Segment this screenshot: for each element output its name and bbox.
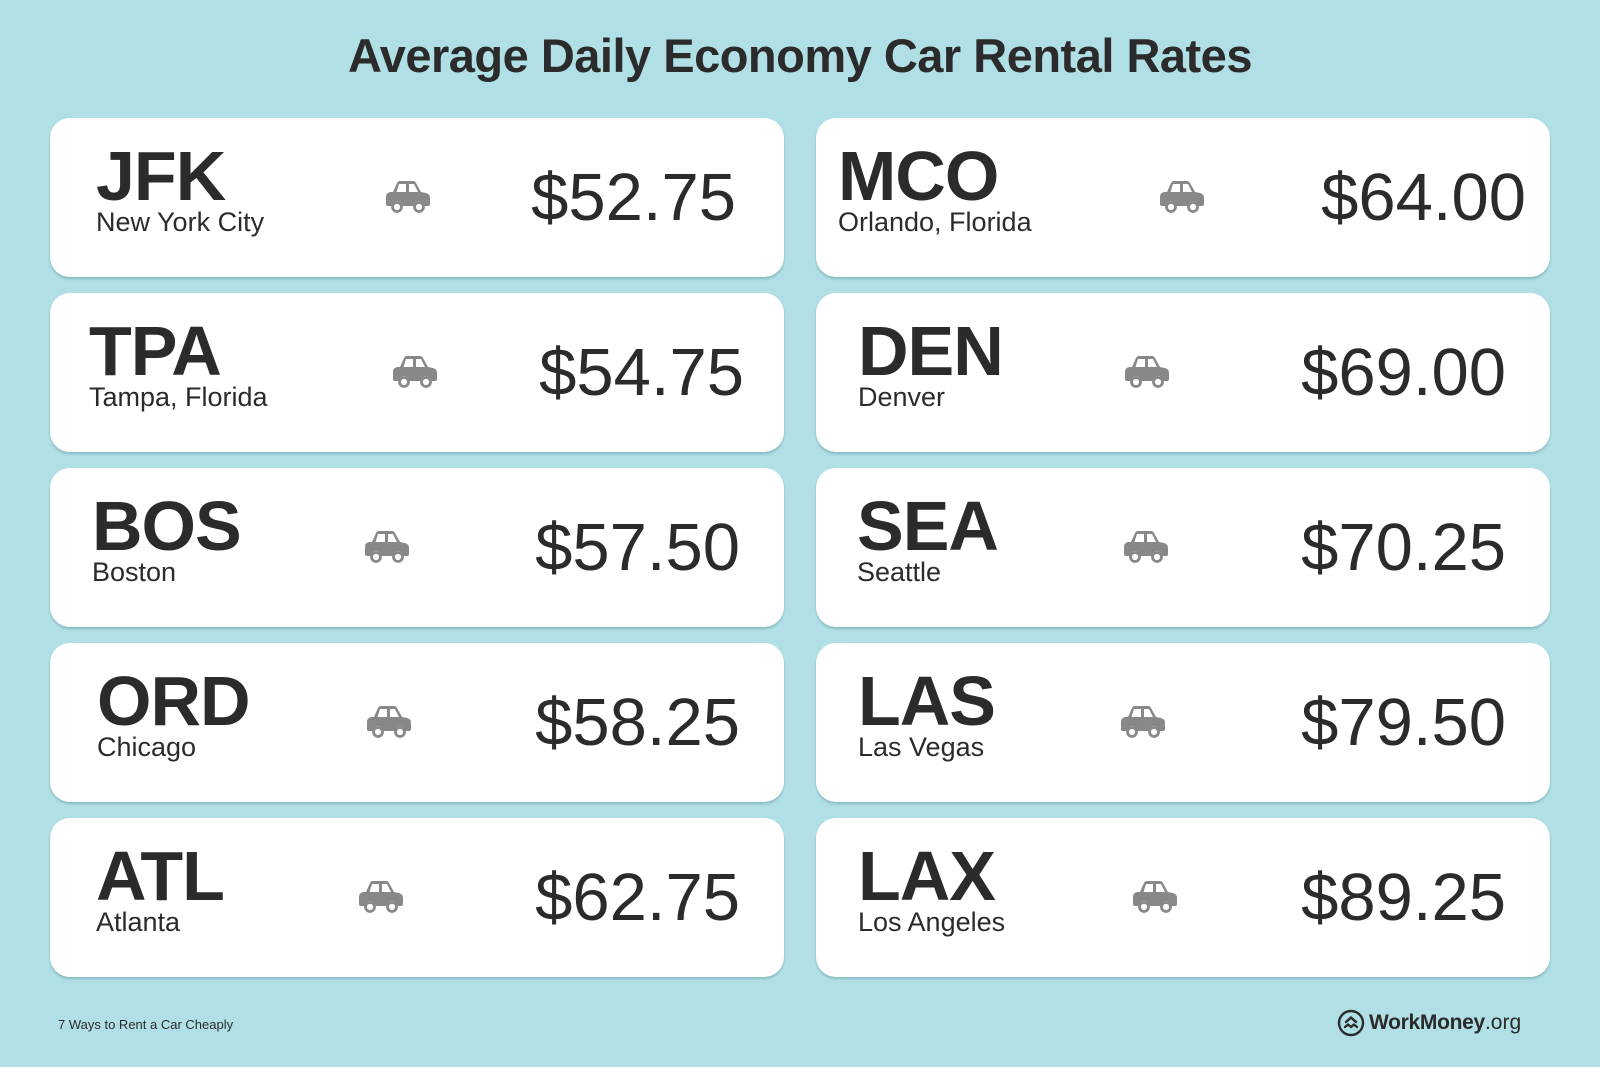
price: $54.75 [539, 335, 744, 410]
car-icon [1133, 880, 1177, 913]
city-name: Atlanta [96, 907, 181, 937]
city-name: Seattle [857, 557, 942, 587]
price: $52.75 [531, 160, 736, 235]
car-icon [1160, 180, 1204, 213]
rate-card-atl: ATL Atlanta $62.75 [50, 818, 784, 977]
car-icon [1121, 705, 1165, 738]
rate-card-den: DEN Denver $69.00 [816, 293, 1550, 452]
airport-code: SEA [857, 487, 999, 565]
rate-card-lax: LAX Los Angeles $89.25 [816, 818, 1550, 977]
city-name: Denver [858, 382, 946, 412]
price: $64.00 [1321, 160, 1526, 235]
car-icon [393, 355, 437, 388]
logo-brand-text: WorkMoney [1369, 1011, 1485, 1034]
price: $62.75 [535, 860, 740, 935]
city-name: Orlando, Florida [838, 207, 1032, 237]
price: $69.00 [1301, 335, 1506, 410]
car-icon [1125, 355, 1169, 388]
airport-code: BOS [92, 487, 242, 565]
rate-card-ord: ORD Chicago $58.25 [50, 643, 784, 802]
car-icon [1124, 530, 1168, 563]
city-name: New York City [96, 207, 265, 237]
price: $89.25 [1301, 860, 1506, 935]
price: $57.50 [535, 510, 740, 585]
price: $58.25 [535, 685, 740, 760]
airport-code: TPA [89, 312, 222, 390]
city-name: Boston [92, 557, 177, 587]
airport-code: LAS [858, 662, 996, 740]
rate-card-las: LAS Las Vegas $79.50 [816, 643, 1550, 802]
page-title: Average Daily Economy Car Rental Rates [348, 29, 1252, 82]
rate-card-mco: MCO Orlando, Florida $64.00 [816, 118, 1550, 277]
price: $70.25 [1301, 510, 1506, 585]
airport-code: ORD [97, 662, 251, 740]
car-icon [359, 880, 403, 913]
rate-card-bos: BOS Boston $57.50 [50, 468, 784, 627]
logo-tld-text: .org [1484, 1011, 1522, 1034]
workmoney-logo[interactable]: WorkMoney .org [1337, 1009, 1521, 1037]
rate-card-sea: SEA Seattle $70.25 [816, 468, 1550, 627]
price: $79.50 [1301, 685, 1506, 760]
car-icon [386, 180, 430, 213]
airport-code: ATL [96, 837, 225, 915]
airport-code: DEN [858, 312, 1004, 390]
city-name: Chicago [97, 732, 197, 762]
car-icon [367, 705, 411, 738]
airport-code: MCO [838, 137, 999, 215]
city-name: Los Angeles [858, 907, 1006, 937]
city-name: Las Vegas [858, 732, 985, 762]
city-name: Tampa, Florida [89, 382, 268, 412]
car-icon [365, 530, 409, 563]
rate-card-tpa: TPA Tampa, Florida $54.75 [50, 293, 784, 452]
airport-code: LAX [858, 837, 996, 915]
airport-code: JFK [96, 137, 226, 215]
rate-card-jfk: JFK New York City $52.75 [50, 118, 784, 277]
footer-article-link[interactable]: 7 Ways to Rent a Car Cheaply [58, 1017, 234, 1032]
workmoney-logo-icon [1337, 1009, 1365, 1037]
